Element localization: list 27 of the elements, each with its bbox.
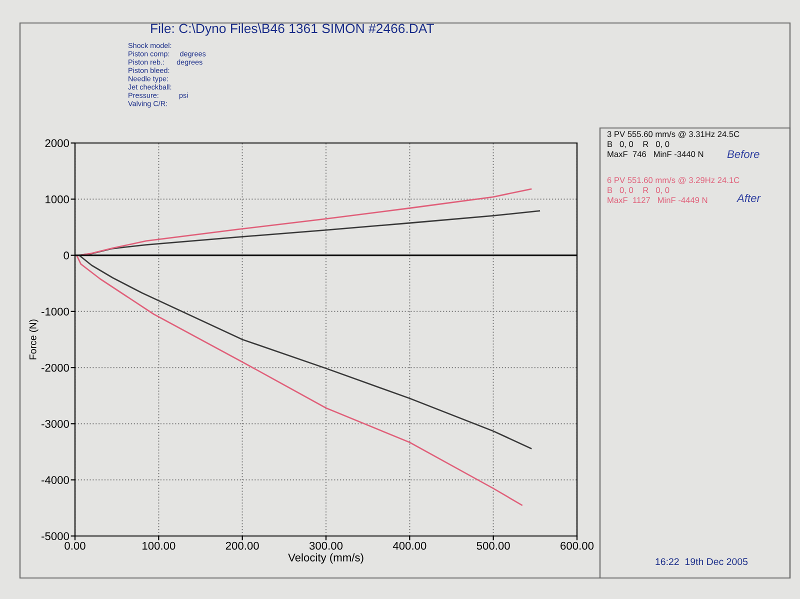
text: B 0, 0 R 0, 0 [608, 141, 670, 148]
text: MaxF 746 MinF -3440 N [608, 150, 704, 158]
x-tick-label: 400.00 [392, 542, 426, 550]
text: File: C:\Dyno Files\B46 1361 SIMON #2466.DAT [151, 23, 434, 36]
x-tick-label: 100.00 [142, 542, 176, 550]
text: MaxF 1127 MinF -4449 N [608, 196, 708, 204]
x-axis-title: Velocity (mm/s) [288, 553, 364, 564]
y-tick-label: 1000 [46, 195, 70, 204]
x-tick-label: 300.00 [309, 542, 343, 550]
y-axis-title: Force (N) [29, 320, 38, 360]
text: 3 PV 555.60 mm/s @ 3.31Hz 24.5C [607, 130, 740, 138]
x-tick-label: 500.00 [476, 542, 510, 550]
y-tick-label: -1000 [42, 308, 70, 316]
text: Before [727, 150, 760, 158]
text: B 0, 0 R 0, 0 [608, 187, 670, 194]
y-tick-label: 0 [64, 252, 70, 260]
text: 16:22 19th Dec 2005 [656, 558, 748, 566]
y-tick-label: -5000 [42, 532, 70, 540]
x-tick-label: 200.00 [226, 542, 259, 550]
text: After [736, 194, 761, 202]
y-tick-label: 2000 [45, 139, 70, 148]
x-tick-label: 0.00 [64, 542, 86, 550]
y-tick-label: -4000 [42, 476, 70, 484]
y-tick-label: -3000 [42, 420, 70, 428]
y-tick-label: -2000 [42, 364, 70, 372]
x-tick-label: 600.00 [560, 542, 594, 550]
text: 6 PV 551.60 mm/s @ 3.29Hz 24.1C [607, 176, 740, 184]
